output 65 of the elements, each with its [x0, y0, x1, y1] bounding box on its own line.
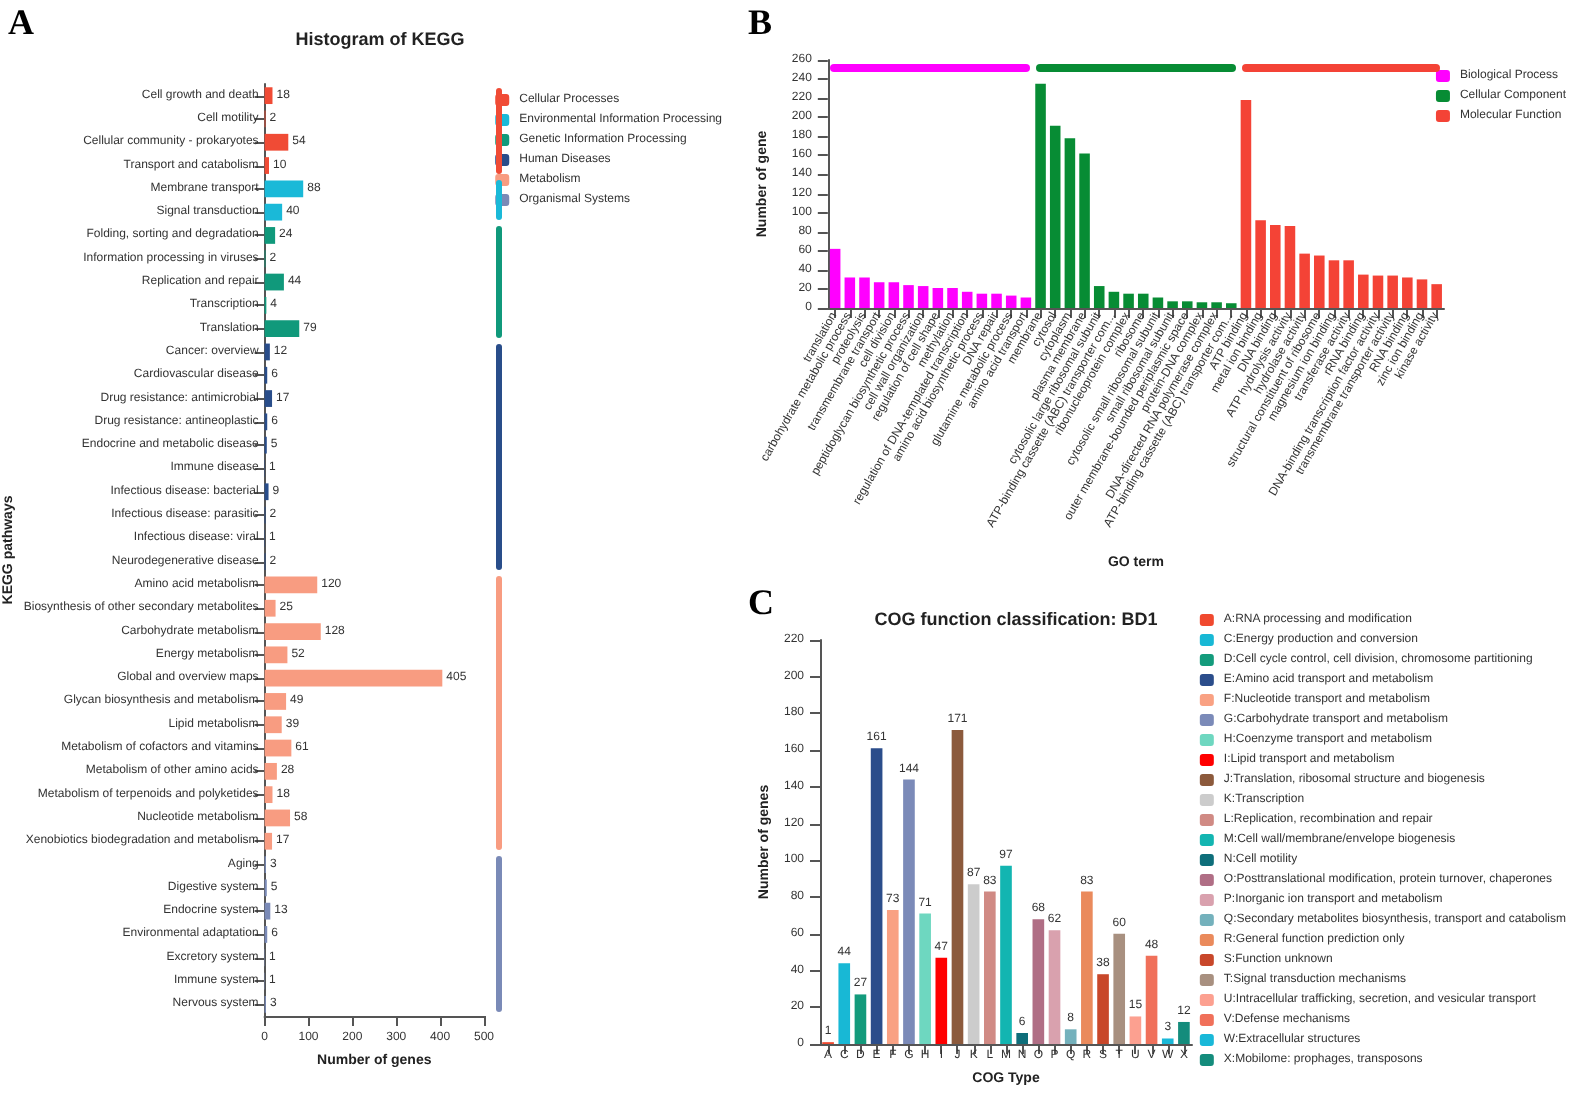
bar — [1431, 284, 1442, 308]
bar — [888, 282, 900, 308]
bar — [1064, 138, 1076, 308]
bar — [264, 623, 321, 640]
text: A — [8, 2, 34, 42]
bar — [264, 320, 300, 338]
bar — [264, 693, 287, 710]
text: C — [748, 582, 774, 622]
bar — [1005, 295, 1017, 308]
bar — [976, 293, 988, 308]
bar — [264, 227, 276, 244]
bar — [1328, 260, 1340, 308]
bar — [264, 739, 292, 757]
bar — [1343, 260, 1354, 308]
bar — [1196, 302, 1208, 308]
bar — [264, 576, 318, 594]
bar — [264, 180, 304, 198]
bar — [1049, 125, 1061, 308]
bar — [264, 203, 283, 221]
bar — [1387, 275, 1398, 308]
bar — [264, 646, 288, 664]
bar — [264, 133, 289, 151]
bar — [1035, 83, 1046, 308]
bar — [859, 277, 870, 308]
bar — [1255, 220, 1266, 308]
bar — [1416, 279, 1428, 308]
bar — [991, 293, 1002, 308]
bar — [873, 282, 885, 308]
bar — [1284, 225, 1296, 308]
bar — [264, 716, 282, 734]
bar — [829, 248, 841, 308]
bar — [1299, 253, 1310, 308]
bar — [1093, 286, 1105, 308]
bar — [264, 669, 443, 687]
chart-title: COG function classification: BD1 — [874, 609, 1158, 629]
bar — [1079, 153, 1090, 308]
bar — [1137, 293, 1149, 308]
bar — [264, 809, 291, 827]
bar — [917, 286, 929, 308]
bar — [1372, 275, 1384, 308]
bar — [1314, 255, 1325, 308]
bar — [1270, 225, 1281, 308]
bar — [1211, 302, 1222, 308]
bar — [1123, 293, 1134, 308]
bar — [1167, 301, 1178, 308]
bar — [1152, 297, 1164, 308]
bar — [961, 291, 973, 308]
bar — [264, 832, 273, 850]
bar — [1181, 301, 1193, 308]
bar — [947, 287, 958, 308]
bar — [264, 390, 273, 407]
chart-title: Histogram of KEGG — [295, 29, 465, 49]
text: B — [748, 2, 773, 42]
bar — [264, 762, 277, 780]
bar — [1358, 274, 1369, 308]
bar — [264, 273, 284, 291]
bar — [844, 277, 856, 308]
bar — [1108, 291, 1120, 308]
bar — [932, 287, 944, 308]
bar — [264, 599, 276, 617]
bar — [1240, 100, 1252, 308]
bar — [264, 343, 270, 361]
bar — [1020, 297, 1032, 308]
bar — [903, 285, 914, 308]
bar — [1402, 277, 1413, 308]
